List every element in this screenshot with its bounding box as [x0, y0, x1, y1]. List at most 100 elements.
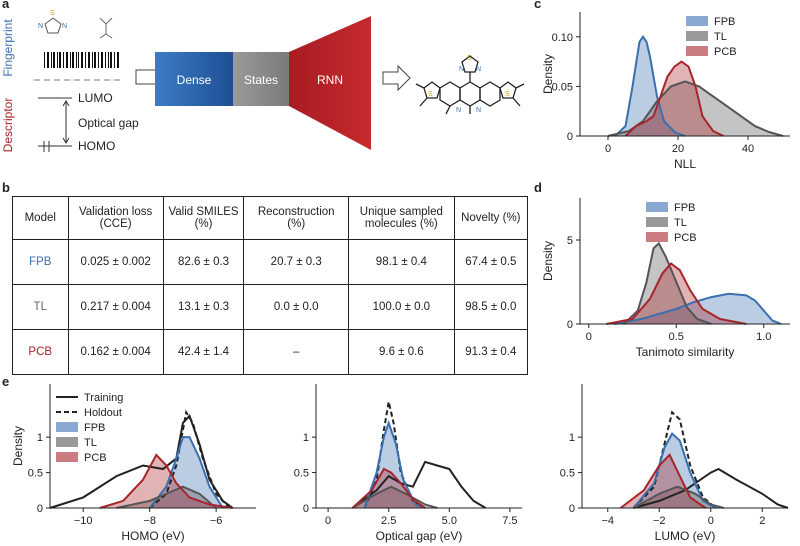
density-area-pcb	[606, 263, 747, 324]
legend-label: FPB	[674, 202, 695, 214]
x-tick-label: −8	[143, 515, 156, 527]
legend-label: TL	[714, 31, 727, 43]
x-axis-label: Optical gap (eV)	[376, 529, 463, 543]
x-tick-label: −2	[653, 515, 666, 527]
plot-area	[619, 410, 789, 509]
legend-label: FPB	[84, 422, 105, 434]
density-line-pcb	[351, 467, 426, 509]
y-tick-label: 0.05	[552, 81, 573, 93]
density-line-pcb	[606, 262, 747, 325]
legend-label: Training	[84, 392, 123, 404]
rnn-block	[289, 16, 371, 150]
legend-swatch	[646, 202, 668, 212]
legend: Training Holdout FPB TL PCB	[56, 392, 123, 464]
schematic-panel: Fingerprint Descriptor S N N LUMO Optica…	[1, 10, 525, 153]
legend-swatch	[646, 232, 668, 242]
energy-level-diagram	[38, 97, 72, 152]
model-name-cell: FPB	[12, 239, 69, 285]
column-header: Validation loss (CCE)	[67, 196, 164, 240]
optical-gap-label: Optical gap	[78, 116, 139, 130]
fingerprint-label: Fingerprint	[1, 19, 15, 77]
density-line-fpb	[614, 35, 686, 137]
states-block	[233, 52, 289, 106]
legend-swatch	[686, 31, 708, 41]
y-tick-label: 0	[567, 131, 573, 143]
density-line-fpb	[632, 431, 717, 509]
density-line-training	[351, 460, 487, 509]
density-area-fpb	[615, 36, 685, 136]
panel-label-a: a	[2, 0, 10, 11]
x-tick-label: −4	[601, 515, 614, 527]
density-area-pcb	[99, 454, 233, 508]
table-cell: 9.6 ± 0.6	[348, 329, 455, 375]
legend-label: TL	[674, 217, 687, 229]
density-line-fpb	[614, 292, 782, 325]
x-tick-label: 20	[672, 143, 684, 155]
table-cell: 42.4 ± 1.4	[162, 329, 245, 375]
model-name-cell: TL	[12, 284, 69, 330]
x-axis-label: LUMO (eV)	[655, 529, 716, 543]
panel-label-c: c	[534, 0, 542, 11]
density-area-tl	[116, 486, 217, 508]
legend-swatch	[56, 422, 78, 432]
legend-label: PCB	[674, 232, 697, 244]
legend-label: FPB	[714, 16, 735, 28]
y-tick-label: 0	[567, 319, 573, 331]
svg-text:N: N	[476, 66, 481, 73]
x-tick-label: 40	[742, 143, 754, 155]
x-axis-label: NLL	[674, 157, 696, 171]
y-axis-label: Density	[541, 241, 555, 281]
y-tick-label: 1	[569, 432, 575, 444]
legend-label: PCB	[84, 452, 107, 464]
dense-block	[155, 52, 233, 106]
results-table: Model Validation loss (CCE) Valid SMILES…	[12, 196, 529, 375]
plot-area	[49, 409, 234, 509]
rnn-label: RNN	[317, 73, 343, 87]
x-axis-label: Tanimoto similarity	[636, 345, 735, 359]
density-area-pcb	[620, 454, 706, 508]
table-cell: 0.217 ± 0.004	[67, 284, 164, 330]
svg-text:N: N	[38, 23, 43, 30]
svg-text:N: N	[456, 107, 461, 114]
y-tick-label: 1	[37, 432, 43, 444]
density-line-training	[633, 467, 789, 509]
density-area-fpb	[615, 293, 782, 324]
legend-swatch	[686, 46, 708, 56]
states-label: States	[244, 73, 278, 87]
table-cell: 98.5 ± 0.0	[453, 284, 529, 330]
svg-text:S: S	[428, 91, 433, 98]
output-arrow	[382, 64, 411, 92]
density-line-tl	[116, 485, 217, 509]
table-row: FPB 0.025 ± 0.002 82.6 ± 0.3 20.7 ± 0.3 …	[12, 239, 529, 285]
y-tick-label: 0	[569, 503, 575, 515]
dense-label: Dense	[177, 73, 212, 87]
x-tick-label: 7.5	[502, 515, 517, 527]
y-tick-label: 0	[37, 503, 43, 515]
tanimoto-density-chart: 0 0.5 1.0 0 5 Tanimoto similarity Density FPB TL…	[541, 198, 790, 359]
density-line-pcb	[99, 453, 233, 509]
density-line-tl	[623, 241, 712, 325]
y-axis-label: Density	[11, 426, 25, 466]
density-line-holdout	[363, 401, 426, 509]
table-cell: 0.0 ± 0.0	[243, 284, 350, 330]
density-line-holdout	[149, 409, 231, 509]
lumo-density-chart: −4 −2 0 2 0 0.5 1 LUMO (eV)	[560, 384, 789, 543]
plot-area	[351, 401, 487, 509]
x-tick-label: 0	[708, 515, 714, 527]
table-cell: 0.162 ± 0.004	[67, 329, 164, 375]
x-tick-label: 0	[605, 143, 611, 155]
panel-label-e: e	[2, 374, 10, 389]
optical-gap-density-chart: 0 2.5 5.0 7.5 0 0.5 1 Optical gap (eV)	[294, 384, 522, 543]
table-cell: 82.6 ± 0.3	[162, 239, 245, 285]
density-line-pcb	[624, 60, 724, 137]
alkyl-fragment-icon	[99, 17, 113, 39]
table-cell: 67.4 ± 0.5	[453, 239, 529, 285]
svg-text:S: S	[50, 10, 55, 17]
svg-text:S: S	[467, 55, 472, 62]
density-line-tl	[607, 80, 784, 137]
table-cell: 20.7 ± 0.3	[243, 239, 350, 285]
y-tick-label: 1	[303, 432, 309, 444]
table-cell: –	[243, 329, 350, 375]
column-header: Reconstruction (%)	[243, 196, 350, 240]
x-tick-label: 2.5	[381, 515, 396, 527]
